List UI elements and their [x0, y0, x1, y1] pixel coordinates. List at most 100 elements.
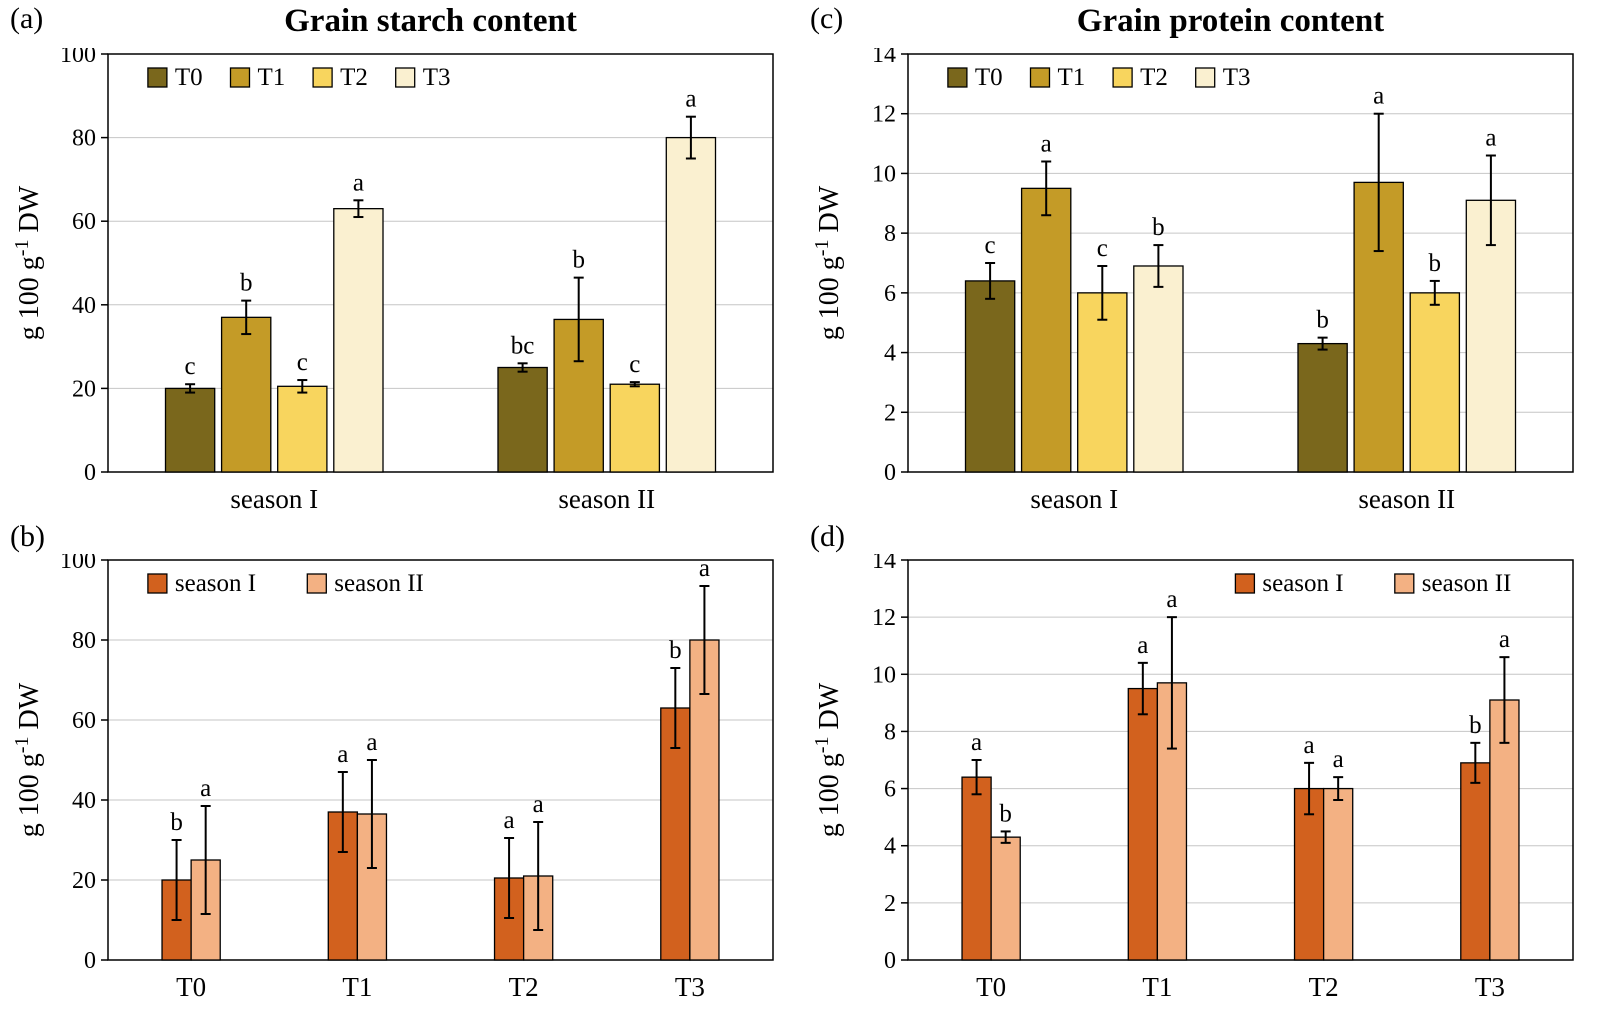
svg-text:10: 10	[872, 161, 896, 187]
svg-text:c: c	[1097, 235, 1108, 262]
svg-text:T2: T2	[1309, 972, 1339, 1002]
svg-text:0: 0	[84, 948, 96, 974]
svg-text:c: c	[985, 232, 996, 259]
panel-c-header: (c) Grain protein content	[808, 0, 1600, 48]
panel-b-header: (b)	[8, 518, 800, 554]
svg-text:0: 0	[84, 460, 96, 486]
svg-text:g 100 g-1 DW: g 100 g-1 DW	[811, 682, 845, 837]
svg-text:T0: T0	[976, 972, 1006, 1002]
svg-text:T2: T2	[509, 972, 539, 1002]
panel-title-starch: Grain starch content	[284, 3, 577, 39]
svg-text:14: 14	[872, 48, 896, 68]
svg-text:8: 8	[884, 719, 896, 745]
panel-d-header: (d)	[808, 518, 1600, 554]
svg-text:season I: season I	[230, 484, 318, 514]
svg-text:4: 4	[884, 341, 896, 367]
svg-text:a: a	[685, 86, 696, 113]
svg-text:4: 4	[884, 834, 896, 860]
panel-a-header: (a) Grain starch content	[8, 0, 800, 48]
svg-text:100: 100	[60, 554, 96, 574]
svg-text:80: 80	[72, 126, 96, 152]
svg-text:c: c	[297, 349, 308, 376]
panel-a: (a) Grain starch content 0 20 40 60 80 100 g 1…	[0, 0, 800, 518]
svg-text:b: b	[1429, 250, 1442, 277]
svg-text:20: 20	[72, 868, 96, 894]
svg-text:b: b	[1469, 712, 1482, 739]
panel-title-b	[103, 518, 758, 521]
svg-text:60: 60	[72, 708, 96, 734]
svg-text:season II: season II	[334, 570, 424, 597]
svg-text:season I: season I	[1030, 484, 1118, 514]
svg-text:b: b	[572, 247, 585, 274]
panel-title-protein: Grain protein content	[1076, 3, 1385, 39]
panel-label-a: (a)	[10, 2, 44, 35]
svg-text:a: a	[366, 729, 377, 756]
svg-text:14: 14	[872, 554, 896, 574]
panel-title-d	[903, 518, 1558, 521]
svg-text:2: 2	[884, 891, 896, 917]
svg-text:T3: T3	[1475, 972, 1505, 1002]
svg-text:T1: T1	[342, 972, 372, 1002]
svg-text:20: 20	[72, 376, 96, 402]
svg-text:g 100 g-1 DW: g 100 g-1 DW	[811, 185, 845, 340]
chart-grain-protein-by-season: 0 2 4 6 8 10 12 14 g 100 g-1 DW season I c a c b seaso…	[811, 48, 1574, 514]
svg-text:season I: season I	[1262, 570, 1343, 597]
svg-text:40: 40	[72, 293, 96, 319]
svg-text:a: a	[1485, 125, 1496, 152]
panel-label-c: (c)	[810, 2, 844, 35]
svg-text:a: a	[504, 807, 515, 834]
svg-text:a: a	[353, 169, 364, 196]
svg-text:b: b	[1316, 307, 1329, 334]
svg-text:bc: bc	[511, 332, 535, 359]
svg-text:season II: season II	[1358, 484, 1455, 514]
svg-text:a: a	[1041, 130, 1052, 157]
svg-text:T1: T1	[1142, 972, 1172, 1002]
svg-text:T0: T0	[975, 64, 1003, 91]
svg-text:b: b	[170, 809, 183, 836]
svg-text:g 100 g-1 DW: g 100 g-1 DW	[11, 185, 45, 340]
svg-text:a: a	[1166, 586, 1177, 613]
svg-text:100: 100	[60, 48, 96, 68]
svg-text:80: 80	[72, 628, 96, 654]
svg-text:T1: T1	[258, 64, 286, 91]
svg-text:a: a	[337, 741, 348, 768]
svg-text:T2: T2	[1140, 64, 1168, 91]
svg-text:season II: season II	[1422, 570, 1512, 597]
svg-text:12: 12	[872, 102, 896, 128]
svg-text:40: 40	[72, 788, 96, 814]
svg-text:b: b	[240, 270, 253, 297]
svg-text:T0: T0	[176, 972, 206, 1002]
svg-text:2: 2	[884, 400, 896, 426]
panel-d: (d) 0 2 4 6 8 10 12 14 g 100 g-1 DW T0 a b T1 a a T2 a a T…	[800, 518, 1600, 1006]
svg-text:b: b	[1152, 214, 1165, 241]
svg-text:10: 10	[872, 662, 896, 688]
svg-text:a: a	[200, 775, 211, 802]
svg-text:T2: T2	[340, 64, 368, 91]
svg-text:0: 0	[884, 948, 896, 974]
svg-text:a: a	[1137, 632, 1148, 659]
svg-text:a: a	[1333, 746, 1344, 773]
svg-text:a: a	[1373, 83, 1384, 110]
svg-text:T1: T1	[1058, 64, 1086, 91]
svg-text:season I: season I	[175, 570, 256, 597]
svg-text:60: 60	[72, 209, 96, 235]
panel-label-b: (b)	[10, 520, 45, 553]
svg-text:6: 6	[884, 281, 896, 307]
svg-text:c: c	[629, 351, 640, 378]
svg-text:T3: T3	[423, 64, 451, 91]
svg-text:a: a	[971, 729, 982, 756]
panel-label-d: (d)	[810, 520, 845, 553]
panel-c: (c) Grain protein content 0 2 4 6 8 10 12 14 g 1…	[800, 0, 1600, 518]
svg-text:0: 0	[884, 460, 896, 486]
svg-text:6: 6	[884, 777, 896, 803]
svg-text:a: a	[533, 791, 544, 818]
svg-text:T0: T0	[175, 64, 203, 91]
svg-text:T3: T3	[1223, 64, 1251, 91]
svg-text:8: 8	[884, 221, 896, 247]
panel-b: (b) 0 20 40 60 80 100 g 100 g-1 DW T0 b a T1 a a T2 a a…	[0, 518, 800, 1006]
svg-text:b: b	[999, 800, 1012, 827]
